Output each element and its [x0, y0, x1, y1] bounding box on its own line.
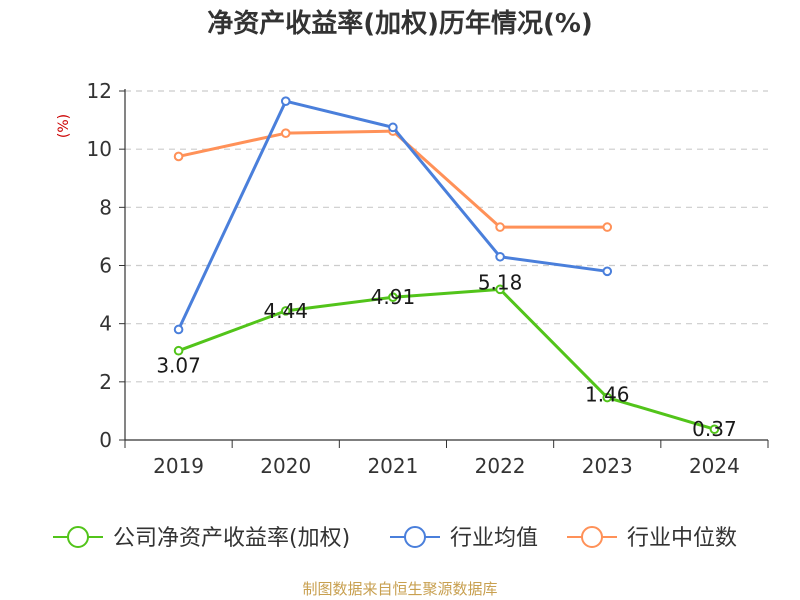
legend-item-1: 行业均值: [390, 526, 538, 551]
series-1-point-2023: [602, 266, 613, 277]
series-1: [173, 96, 613, 335]
legend-label-2: 行业中位数: [627, 526, 737, 551]
legend-label-1: 行业均值: [450, 526, 538, 551]
axes: 0 2 4 6 8 10 12 2019 2020 2021 2022 2023 2024: [87, 79, 769, 478]
series-line-2: [178, 129, 608, 229]
data-label-2021: 4.91: [371, 285, 416, 309]
series-0-point-2021: [388, 292, 398, 303]
series-1-point-2019: [173, 324, 184, 335]
chart-title: 净资产收益率(加权)历年情况(%): [207, 8, 593, 39]
legend-label-0: 公司净资产收益率(加权): [113, 526, 350, 551]
y-tick-label-8: 8: [99, 195, 112, 219]
data-label-2019: 3.07: [156, 354, 201, 378]
data-label-2020: 4.44: [263, 299, 308, 323]
series-2-point-2023: [602, 222, 613, 232]
series-2-point-2022: [495, 222, 505, 232]
legend-marker-1: [404, 526, 426, 548]
x-tick-label-2020: 2020: [260, 454, 311, 478]
series-0-point-2019: [173, 345, 184, 356]
series-2: [173, 126, 613, 232]
grid-lines: [125, 90, 768, 383]
x-tick-label-2019: 2019: [153, 454, 204, 478]
y-tick-label-2: 2: [99, 370, 112, 394]
y-axis-unit-label: (%): [56, 114, 72, 138]
legend-marker-2: [581, 526, 603, 548]
series-2-point-2019: [173, 151, 184, 162]
x-tick-label-2023: 2023: [582, 454, 633, 478]
data-label-2024: 0.37: [692, 417, 737, 441]
data-labels: 3.07 4.44 4.91 5.18 1.46 0.37: [156, 270, 736, 441]
y-tick-label-6: 6: [99, 254, 112, 278]
series-1-point-2021: [388, 122, 398, 133]
legend-item-2: 行业中位数: [567, 526, 737, 551]
data-label-2023: 1.46: [585, 383, 630, 407]
legend: 公司净资产收益率(加权) 行业均值 行业中位数: [53, 526, 737, 551]
y-tick-label-12: 12: [87, 79, 112, 103]
series-1-point-2020: [280, 96, 291, 106]
series-0: [173, 284, 720, 435]
series-0-point-2023: [602, 392, 613, 403]
legend-item-0: 公司净资产收益率(加权): [53, 526, 350, 551]
y-tick-label-4: 4: [99, 312, 112, 336]
x-tick-label-2021: 2021: [367, 454, 418, 478]
y-tick-label-10: 10: [87, 137, 112, 161]
series-0-point-2024: [709, 424, 720, 435]
data-source-note: 制图数据来自恒生聚源数据库: [302, 580, 497, 598]
x-tick-label-2024: 2024: [689, 454, 740, 478]
series-2-point-2020: [280, 128, 291, 138]
y-tick-label-0: 0: [99, 428, 112, 452]
series-1-point-2022: [495, 251, 505, 262]
series-line-0: [178, 287, 715, 431]
data-label-2022: 5.18: [478, 270, 523, 294]
legend-marker-0: [67, 526, 89, 548]
series-lines: [173, 96, 720, 435]
x-tick-label-2022: 2022: [475, 454, 526, 478]
series-0-point-2020: [280, 306, 291, 316]
series-0-point-2022: [495, 284, 505, 295]
